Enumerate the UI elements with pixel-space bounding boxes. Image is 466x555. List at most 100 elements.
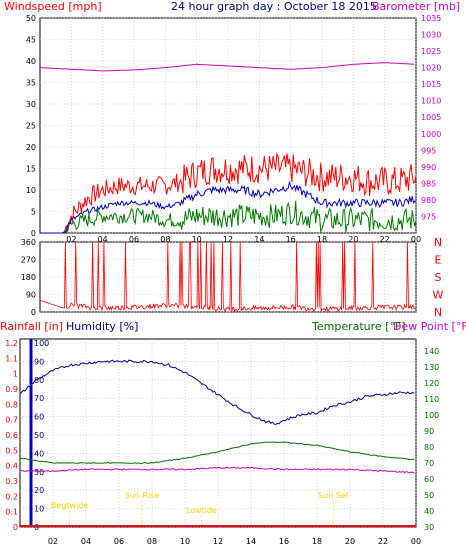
temperature-line bbox=[19, 441, 415, 464]
windspeed-tick-label: 25 bbox=[26, 122, 36, 131]
direction-degree-label: 180 bbox=[21, 273, 36, 282]
rainfall-tick-label: 0.4 bbox=[5, 462, 18, 471]
barometer-tick-label: 1000 bbox=[421, 130, 441, 139]
direction-degree-label: 270 bbox=[21, 256, 36, 265]
rainfall-tick-label: 0.1 bbox=[5, 508, 18, 517]
temperature-tick-label: 130 bbox=[424, 363, 439, 372]
humidity-tick-label: 30 bbox=[34, 468, 44, 477]
barometer-axis-title: Barometer [mb] bbox=[372, 0, 460, 13]
humidity-x-tick-label: 02 bbox=[48, 537, 58, 546]
almanac-label: Sun Rise bbox=[125, 491, 160, 500]
barometer-tick-label: 985 bbox=[421, 179, 436, 188]
windspeed-tick-label: 50 bbox=[26, 14, 36, 23]
wind-x-tick-label: 14 bbox=[254, 235, 264, 244]
wind-x-tick-label: 02 bbox=[66, 235, 76, 244]
humidity-x-tick-label: 04 bbox=[81, 537, 91, 546]
barometer-tick-label: 1035 bbox=[421, 14, 441, 23]
direction-compass-label: W bbox=[433, 289, 444, 302]
rainfall-tick-label: 0.2 bbox=[5, 492, 18, 501]
dewpoint-axis-title: Dew Point [°F] bbox=[393, 320, 466, 333]
wind-x-tick-label: 20 bbox=[348, 235, 358, 244]
direction-compass-label: E bbox=[435, 254, 442, 267]
humidity-x-tick-label: 22 bbox=[378, 537, 388, 546]
barometer-tick-label: 1010 bbox=[421, 97, 441, 106]
wind-x-tick-label: 10 bbox=[192, 235, 202, 244]
humidity-tick-label: 60 bbox=[34, 413, 44, 422]
windspeed-tick-label: 30 bbox=[26, 100, 36, 109]
rainfall-tick-label: 1.1 bbox=[5, 354, 18, 363]
humidity-x-tick-label: 14 bbox=[246, 537, 256, 546]
windspeed-tick-label: 15 bbox=[26, 165, 36, 174]
humidity-tick-label: 80 bbox=[34, 376, 44, 385]
humidity-tick-label: 100 bbox=[34, 339, 49, 348]
almanac-label: Lowtide bbox=[186, 506, 217, 515]
barometer-tick-label: 1015 bbox=[421, 80, 441, 89]
windspeed-tick-label: 5 bbox=[31, 208, 36, 217]
barometer-tick-label: 995 bbox=[421, 146, 436, 155]
temperature-tick-label: 40 bbox=[424, 507, 434, 516]
humidity-tick-label: 40 bbox=[34, 449, 44, 458]
direction-compass-label: N bbox=[434, 236, 442, 249]
wind-x-tick-label: 04 bbox=[98, 235, 108, 244]
wind-x-tick-label: 06 bbox=[129, 235, 139, 244]
humidity-tick-label: 0 bbox=[34, 523, 39, 532]
rainfall-tick-label: 0.7 bbox=[5, 416, 18, 425]
wind-direction-line bbox=[39, 241, 417, 313]
rainfall-axis-title: Rainfall [in] bbox=[0, 320, 63, 333]
barometer-tick-label: 980 bbox=[421, 196, 436, 205]
windspeed-tick-label: 10 bbox=[26, 186, 36, 195]
humidity-tick-label: 10 bbox=[34, 505, 44, 514]
temperature-tick-label: 90 bbox=[424, 427, 434, 436]
humidity-x-tick-label: 16 bbox=[279, 537, 289, 546]
wind-x-tick-label: 00 bbox=[411, 235, 421, 244]
rainfall-tick-label: 0.6 bbox=[5, 431, 18, 440]
barometer-tick-label: 990 bbox=[421, 163, 436, 172]
rainfall-tick-label: 0 bbox=[13, 523, 18, 532]
temperature-tick-label: 140 bbox=[424, 347, 439, 356]
humidity-x-tick-label: 10 bbox=[180, 537, 190, 546]
temperature-tick-label: 60 bbox=[424, 475, 434, 484]
chart-title: 24 hour graph day : October 18 2015 bbox=[171, 0, 377, 13]
humidity-axis-title: Humidity [%] bbox=[66, 320, 138, 333]
windspeed-tick-label: 40 bbox=[26, 57, 36, 66]
barometer-tick-label: 1030 bbox=[421, 31, 441, 40]
temperature-tick-label: 70 bbox=[424, 459, 434, 468]
temperature-tick-label: 120 bbox=[424, 379, 439, 388]
humidity-tick-label: 50 bbox=[34, 431, 44, 440]
direction-degree-label: 360 bbox=[21, 238, 36, 247]
humidity-tick-label: 70 bbox=[34, 394, 44, 403]
windspeed-low-line bbox=[40, 200, 417, 235]
rainfall-tick-label: 0.9 bbox=[5, 385, 18, 394]
humidity-x-tick-label: 00 bbox=[411, 537, 421, 546]
humidity-tick-label: 20 bbox=[34, 486, 44, 495]
temperature-tick-label: 50 bbox=[424, 491, 434, 500]
almanac-label: Begtwide bbox=[51, 501, 88, 510]
rainfall-tick-label: 0.5 bbox=[5, 446, 18, 455]
humidity-x-tick-label: 18 bbox=[312, 537, 322, 546]
wind-x-tick-label: 16 bbox=[286, 235, 296, 244]
direction-compass-label: S bbox=[435, 271, 442, 284]
humidity-tick-label: 90 bbox=[34, 357, 44, 366]
barometer-tick-label: 1025 bbox=[421, 47, 441, 56]
humidity-line bbox=[19, 359, 415, 426]
temperature-tick-label: 30 bbox=[424, 523, 434, 532]
windspeed-tick-label: 0 bbox=[31, 229, 36, 238]
windspeed-average-line bbox=[40, 180, 417, 234]
barometer-line bbox=[39, 62, 415, 72]
temperature-tick-label: 80 bbox=[424, 443, 434, 452]
windspeed-axis-title: Windspeed [mph] bbox=[4, 0, 102, 13]
rainfall-tick-label: 0.8 bbox=[5, 400, 18, 409]
direction-degree-label: 90 bbox=[26, 291, 36, 300]
direction-compass-label: N bbox=[434, 306, 442, 319]
wind-x-tick-label: 22 bbox=[380, 235, 390, 244]
temperature-axis-title: Temperature [°F] bbox=[311, 320, 406, 333]
dewpoint-line bbox=[19, 466, 415, 474]
temperature-tick-label: 110 bbox=[424, 395, 439, 404]
humidity-x-tick-label: 06 bbox=[114, 537, 124, 546]
wind-x-tick-label: 08 bbox=[160, 235, 170, 244]
humidity-x-tick-label: 12 bbox=[213, 537, 223, 546]
wind-x-tick-label: 18 bbox=[317, 235, 327, 244]
barometer-tick-label: 975 bbox=[421, 212, 436, 221]
humidity-x-tick-label: 20 bbox=[345, 537, 355, 546]
